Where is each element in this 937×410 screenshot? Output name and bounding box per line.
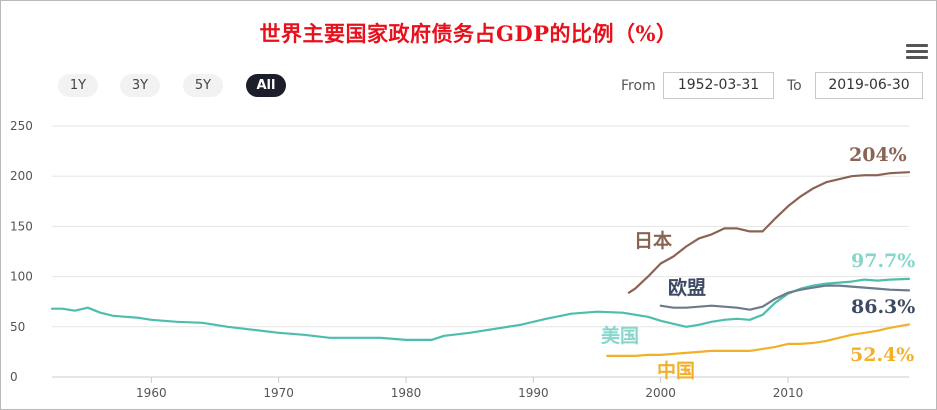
range-button-all[interactable]: All (246, 74, 286, 97)
x-tick-label-1990: 1990 (518, 386, 549, 400)
x-tick-label-1980: 1980 (391, 386, 422, 400)
y-tick-label-200: 200 (10, 169, 33, 183)
from-date-input[interactable]: 1952-03-31 (663, 72, 774, 99)
hamburger-menu-icon[interactable] (906, 44, 928, 62)
series-end-value-欧盟: 86.3% (851, 296, 915, 318)
range-button-3y[interactable]: 3Y (120, 74, 160, 97)
y-tick-label-150: 150 (10, 219, 33, 233)
to-date-input[interactable]: 2019-06-30 (815, 72, 923, 99)
series-line-日本 (627, 171, 911, 294)
series-end-value-美国: 97.7% (851, 250, 915, 272)
x-tick-label-1970: 1970 (263, 386, 294, 400)
from-label: From (621, 78, 656, 94)
x-tick-label-2000: 2000 (645, 386, 676, 400)
x-tick-label-2010: 2010 (773, 386, 804, 400)
series-end-value-中国: 52.4% (850, 344, 914, 366)
series-end-value-日本: 204% (849, 144, 907, 166)
chart-title: 世界主要国家政府债务占GDP的比例（%） (259, 21, 678, 46)
series-line-中国 (606, 323, 911, 357)
series-label-日本: 日本 (634, 229, 672, 252)
y-tick-label-250: 250 (10, 119, 33, 133)
series-label-美国: 美国 (601, 324, 639, 347)
series-line-欧盟 (659, 284, 911, 311)
x-tick-label-1960: 1960 (136, 386, 167, 400)
to-label: To (787, 78, 802, 94)
series-label-中国: 中国 (657, 359, 695, 382)
y-tick-label-50: 50 (10, 320, 25, 334)
y-tick-label-100: 100 (10, 270, 33, 284)
series-label-欧盟: 欧盟 (668, 276, 706, 299)
y-tick-label-0: 0 (10, 370, 18, 384)
series-line-美国 (50, 277, 911, 341)
range-button-5y[interactable]: 5Y (183, 74, 223, 97)
range-button-1y[interactable]: 1Y (58, 74, 98, 97)
